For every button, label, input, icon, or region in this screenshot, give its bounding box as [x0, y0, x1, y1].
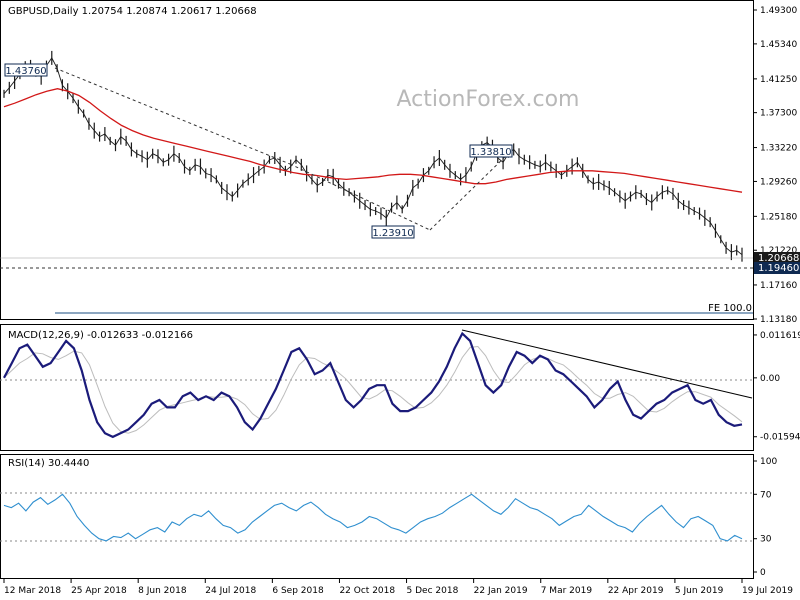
macd-panel-frame: [0, 324, 754, 451]
rsi-series: [3, 493, 743, 542]
price-tick-label: 1.17160: [760, 281, 797, 291]
price-tick-label: 1.21220: [760, 246, 797, 256]
date-tick-label: 25 Apr 2018: [71, 586, 127, 596]
trendline-dashed-3: [429, 149, 513, 231]
price-tick-label: 1.45340: [760, 40, 797, 50]
high-label-box: [4, 63, 48, 77]
trendline-dashed-2: [289, 163, 431, 231]
price-tick-label: 1.29260: [760, 177, 797, 187]
price-tick-label: 1.25180: [760, 212, 797, 222]
low-label-box: [371, 225, 415, 239]
date-tick-label: 7 Mar 2019: [541, 586, 593, 596]
date-axis: 12 Mar 2018 25 Apr 2018 8 Jun 2018 24 Jul 2…: [3, 579, 793, 596]
date-tick-label: 12 Mar 2018: [4, 586, 61, 596]
high-label: 1.43760: [5, 66, 46, 77]
macd-tick-label: 0.011619: [760, 331, 800, 341]
rsi-line: [3, 493, 743, 542]
support-price-tag: [754, 262, 800, 274]
support-price-text: 1.19460: [758, 263, 799, 274]
moving-average-line: [3, 88, 743, 193]
swing-high-label-box: [469, 144, 513, 158]
macd-tick-label: -0.015949: [760, 433, 800, 443]
rsi-title: RSI(14) 30.4440: [8, 458, 89, 469]
rsi-tick-label: 100: [760, 457, 777, 467]
date-tick-label: 19 Jul 2019: [742, 586, 793, 596]
macd-line: [3, 331, 743, 439]
date-tick-label: 22 Jan 2019: [474, 586, 528, 596]
price-tick-label: 1.33220: [760, 144, 797, 154]
price-tick-label: 1.49300: [760, 6, 797, 16]
macd-tick-label: 0.00: [760, 374, 780, 384]
macd-y-axis: 0.011619 0.00 -0.015949: [753, 331, 800, 443]
rsi-panel-frame: [0, 454, 754, 579]
date-tick-label: 22 Apr 2019: [608, 586, 664, 596]
date-tick-label: 8 Jun 2018: [138, 586, 187, 596]
trendline-dashed-1: [54, 67, 291, 165]
macd-series: [3, 331, 743, 439]
price-line: [3, 57, 743, 256]
date-tick-label: 6 Sep 2018: [272, 586, 324, 596]
last-price-tag: [754, 252, 800, 264]
date-tick-label: 5 Jun 2019: [675, 586, 724, 596]
date-tick-label: 24 Jul 2018: [205, 586, 256, 596]
swing-high-label: 1.33810: [470, 147, 511, 158]
last-price-text: 1.20668: [758, 253, 799, 264]
macd-trendline: [461, 329, 753, 399]
price-tick-label: 1.37300: [760, 109, 797, 119]
watermark: ActionForex.com: [397, 87, 580, 112]
macd-title: MACD(12,26,9) -0.012633 -0.012166: [8, 330, 193, 341]
rsi-tick-label: 0: [760, 568, 766, 578]
date-tick-label: 22 Oct 2018: [339, 586, 395, 596]
price-tick-label: 1.13180: [760, 315, 797, 325]
fe-label: FE 100.0: [708, 303, 752, 314]
macd-signal-line: [3, 345, 743, 434]
date-tick-label: 5 Dec 2018: [407, 586, 459, 596]
rsi-tick-label: 70: [760, 490, 772, 500]
price-panel-frame: [0, 0, 754, 320]
symbol-title: GBPUSD,Daily 1.20754 1.20874 1.20617 1.2…: [8, 6, 257, 17]
low-label: 1.23910: [372, 228, 413, 239]
price-tick-label: 1.41250: [760, 75, 797, 85]
rsi-tick-label: 30: [760, 535, 772, 545]
rsi-y-axis: 100 70 30 0: [753, 457, 777, 578]
price-y-axis: 1.49300 1.45340 1.41250 1.37300 1.33220 1.292…: [753, 6, 797, 325]
